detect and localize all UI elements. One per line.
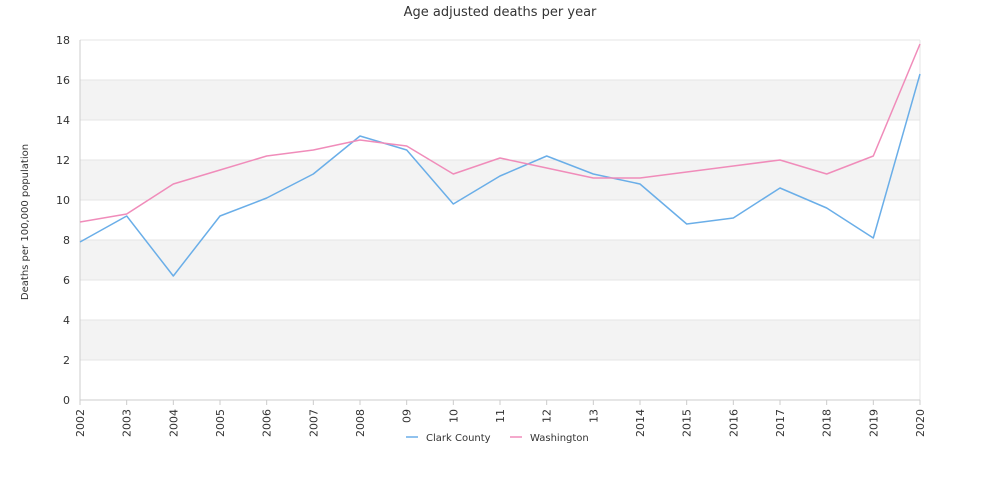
data-point-washington[interactable] — [404, 143, 410, 149]
data-point-washington[interactable] — [917, 41, 923, 47]
y-tick-label: 4 — [63, 314, 70, 327]
data-point-clark-county[interactable] — [684, 221, 690, 227]
x-tick-label: 2016 — [727, 409, 740, 437]
y-tick-labels: 0 2 4 6 8 10 12 14 16 18 — [56, 34, 70, 407]
data-point-washington[interactable] — [77, 219, 83, 225]
data-point-washington[interactable] — [544, 165, 550, 171]
y-tick-label: 16 — [56, 74, 70, 87]
data-point-clark-county[interactable] — [777, 185, 783, 191]
data-point-washington[interactable] — [124, 211, 130, 217]
grid-bands — [80, 80, 920, 360]
data-point-clark-county[interactable] — [450, 201, 456, 207]
data-point-clark-county[interactable] — [497, 173, 503, 179]
x-tick-labels: 2002 2003 2004 2005 2006 2007 2008 09 10 11 12 13 20… — [74, 409, 927, 437]
data-point-clark-county[interactable] — [730, 215, 736, 221]
y-tick-label: 18 — [56, 34, 70, 47]
x-tick-label: 13 — [587, 409, 600, 423]
data-point-washington[interactable] — [590, 175, 596, 181]
grid-band — [80, 160, 920, 200]
data-point-washington[interactable] — [497, 155, 503, 161]
x-tick-label: 2002 — [74, 409, 87, 437]
data-point-washington[interactable] — [217, 167, 223, 173]
data-point-washington[interactable] — [637, 175, 643, 181]
y-tick-label: 2 — [63, 354, 70, 367]
y-tick-label: 10 — [56, 194, 70, 207]
axes — [79, 40, 921, 405]
data-point-clark-county[interactable] — [870, 235, 876, 241]
data-point-washington[interactable] — [357, 137, 363, 143]
data-point-washington[interactable] — [264, 153, 270, 159]
data-point-washington[interactable] — [824, 171, 830, 177]
series-line-washington[interactable] — [79, 43, 921, 223]
legend: Clark County Washington — [406, 433, 589, 444]
grid-band — [80, 80, 920, 120]
x-tick-label: 2004 — [167, 409, 180, 437]
legend-label: Washington — [530, 433, 589, 444]
x-tick-label: 2003 — [121, 409, 134, 437]
data-point-washington[interactable] — [870, 153, 876, 159]
data-point-clark-county[interactable] — [637, 181, 643, 187]
legend-label: Clark County — [426, 433, 491, 444]
x-tick-label: 2014 — [634, 409, 647, 437]
x-tick-label: 2005 — [214, 409, 227, 437]
y-tick-label: 6 — [63, 274, 70, 287]
x-tick-label: 2007 — [307, 409, 320, 437]
x-tick-label: 09 — [401, 409, 414, 423]
data-point-washington[interactable] — [310, 147, 316, 153]
legend-item-clark-county[interactable]: Clark County — [406, 433, 491, 444]
y-axis-label: Deaths per 100,000 population — [20, 144, 31, 300]
x-tick-label: 2017 — [774, 409, 787, 437]
grid-band — [80, 240, 920, 280]
data-point-clark-county[interactable] — [310, 171, 316, 177]
data-point-washington[interactable] — [684, 169, 690, 175]
series-lines — [77, 41, 923, 279]
data-point-washington[interactable] — [730, 163, 736, 169]
data-point-clark-county[interactable] — [77, 239, 83, 245]
y-tick-label: 14 — [56, 114, 70, 127]
data-point-washington[interactable] — [777, 157, 783, 163]
legend-item-washington[interactable]: Washington — [510, 433, 589, 444]
data-point-clark-county[interactable] — [544, 153, 550, 159]
data-point-washington[interactable] — [170, 181, 176, 187]
x-tick-label: 10 — [447, 409, 460, 423]
data-point-clark-county[interactable] — [917, 71, 923, 77]
y-tick-label: 0 — [63, 394, 70, 407]
x-tick-label: 2015 — [681, 409, 694, 437]
y-tick-label: 8 — [63, 234, 70, 247]
x-tick-label: 2018 — [821, 409, 834, 437]
data-point-clark-county[interactable] — [217, 213, 223, 219]
x-tick-label: 12 — [541, 409, 554, 423]
data-point-clark-county[interactable] — [170, 273, 176, 279]
chart-title: Age adjusted deaths per year — [404, 5, 597, 20]
x-tick-label: 2019 — [867, 409, 880, 437]
data-point-clark-county[interactable] — [264, 195, 270, 201]
data-point-washington[interactable] — [450, 171, 456, 177]
x-tick-label: 2006 — [261, 409, 274, 437]
data-point-clark-county[interactable] — [824, 205, 830, 211]
grid-band — [80, 320, 920, 360]
y-tick-label: 12 — [56, 154, 70, 167]
x-tick-label: 11 — [494, 409, 507, 423]
x-tick-label: 2008 — [354, 409, 367, 437]
series-line-clark-county[interactable] — [79, 73, 921, 277]
x-tick-label: 2020 — [914, 409, 927, 437]
